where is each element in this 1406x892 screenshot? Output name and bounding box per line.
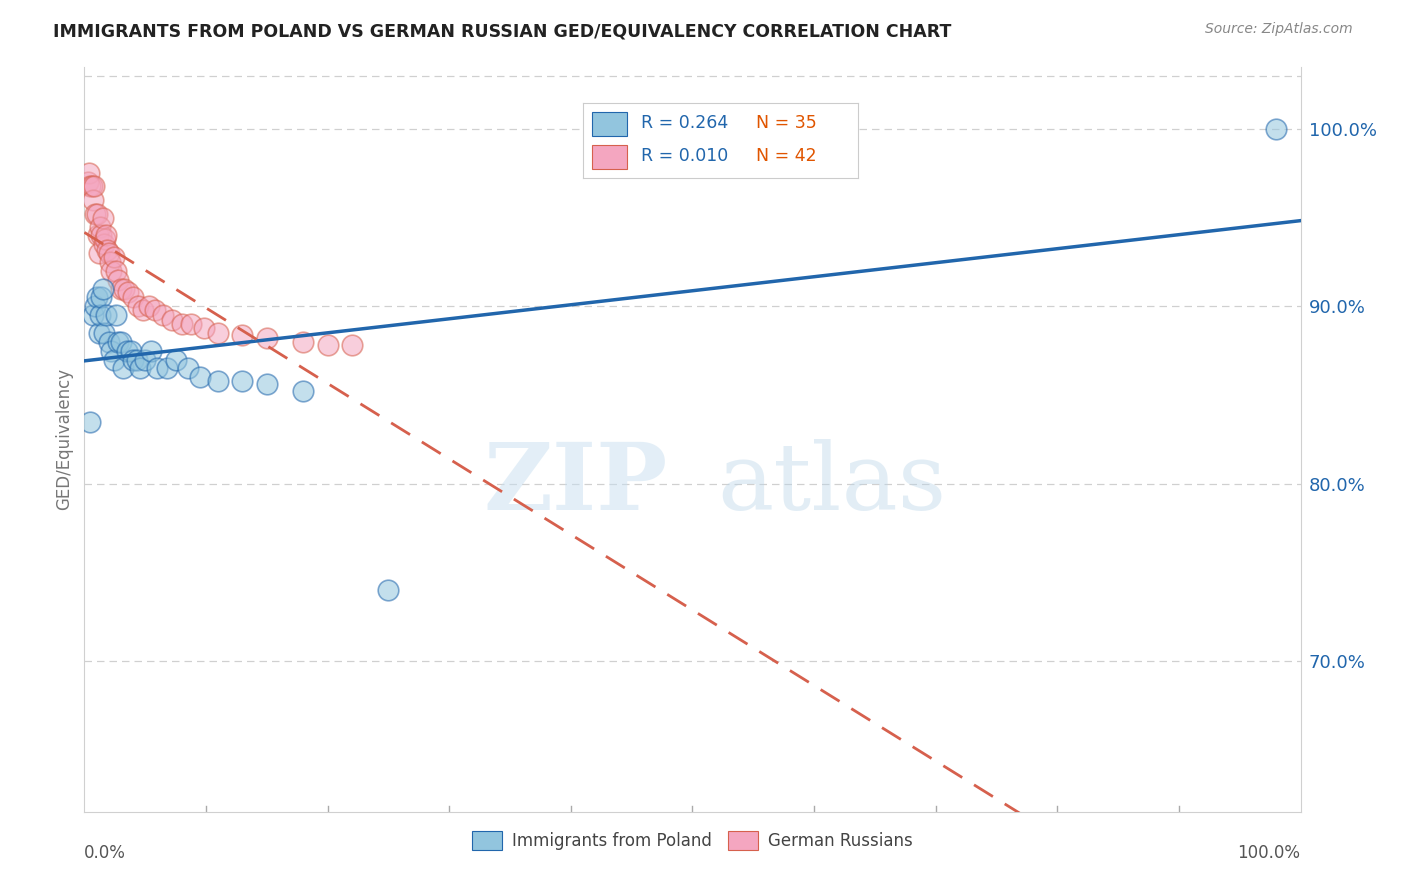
Point [107,273,129,287]
Text: R = 0.010: R = 0.010 [641,146,728,165]
Point [114,282,136,296]
Point [83,178,105,193]
Point [84,299,107,313]
Point [231,374,253,388]
Point [256,377,278,392]
Point [127,299,149,313]
Text: R = 0.264: R = 0.264 [641,114,728,132]
Point [84,207,107,221]
Point [256,331,278,345]
Text: atlas: atlas [717,439,946,529]
Text: 0.0%: 0.0% [84,844,127,862]
Point [138,299,160,313]
Point [91,282,114,296]
Point [103,250,125,264]
Point [90,228,112,243]
Point [132,302,155,317]
Point [104,308,127,322]
Legend: Immigrants from Poland, German Russians: Immigrants from Poland, German Russians [465,824,920,857]
Point [77,175,100,189]
Point [104,264,127,278]
Point [112,361,135,376]
Point [110,282,132,296]
Point [80,178,103,193]
Point [146,361,169,376]
Y-axis label: GED/Equivalency: GED/Equivalency [55,368,73,510]
Point [207,374,229,388]
Point [292,384,315,399]
Point [156,361,179,376]
Point [377,582,399,597]
Point [96,243,118,257]
Point [97,246,120,260]
Text: IMMIGRANTS FROM POLAND VS GERMAN RUSSIAN GED/EQUIVALENCY CORRELATION CHART: IMMIGRANTS FROM POLAND VS GERMAN RUSSIAN… [53,22,952,40]
Point [87,228,110,243]
Point [141,343,163,358]
Point [89,219,111,234]
Text: ZIP: ZIP [484,439,668,529]
Bar [592,112,627,136]
Point [207,326,229,340]
Point [98,255,121,269]
Point [177,361,200,376]
Point [86,290,108,304]
Point [122,352,145,367]
Point [188,370,211,384]
Point [165,352,187,367]
Point [231,327,253,342]
Point [122,290,145,304]
Point [115,343,138,358]
Point [82,193,104,207]
Point [316,338,339,352]
Point [152,308,174,322]
Point [103,352,125,367]
Point [91,211,114,225]
Point [120,343,142,358]
Text: N = 42: N = 42 [756,146,817,165]
Point [94,232,117,246]
Point [160,313,183,327]
Text: N = 35: N = 35 [756,114,817,132]
Point [193,320,215,334]
Point [82,308,104,322]
Text: Source: ZipAtlas.com: Source: ZipAtlas.com [1205,22,1353,37]
Point [93,326,115,340]
Point [180,317,202,331]
Point [87,326,110,340]
Point [96,308,118,322]
Point [86,207,108,221]
Point [340,338,363,352]
Point [100,264,122,278]
Point [129,361,152,376]
Point [87,246,110,260]
Point [79,178,101,193]
Point [292,334,315,349]
Point [143,302,166,317]
Point [96,228,118,243]
Text: 100.0%: 100.0% [1237,844,1301,862]
Point [77,166,100,180]
Point [107,334,129,349]
Point [93,237,115,252]
Point [134,352,156,367]
Point [100,343,122,358]
Point [90,290,112,304]
Point [1265,122,1288,136]
Point [89,308,111,322]
Point [97,334,120,349]
Point [110,334,132,349]
Bar [592,145,627,169]
Point [117,285,139,299]
Point [170,317,193,331]
Point [125,352,148,367]
Point [79,415,101,429]
